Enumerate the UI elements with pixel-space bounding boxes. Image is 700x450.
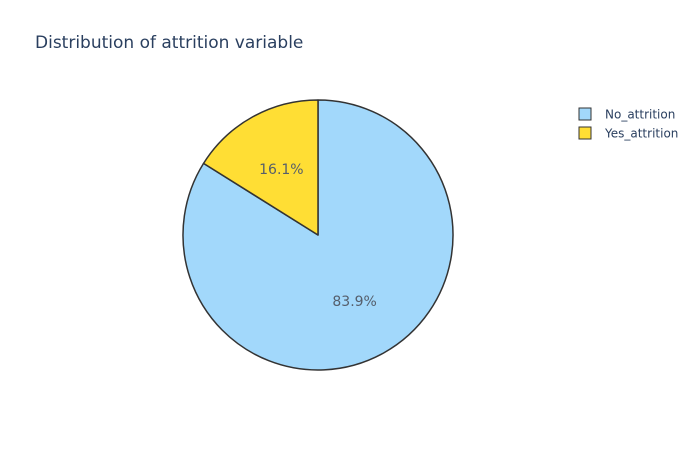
pie-slices <box>182 99 454 371</box>
legend-label: No_attrition <box>605 108 675 122</box>
legend-swatch <box>578 107 592 121</box>
slice-label-yes-attrition: 16.1% <box>259 162 303 178</box>
slice-label-no-attrition: 83.9% <box>332 294 376 310</box>
chart-title: Distribution of attrition variable <box>35 33 304 53</box>
legend-item-yes-attrition[interactable]: Yes_attrition <box>578 126 678 141</box>
legend-item-no-attrition[interactable]: No_attrition <box>578 107 675 122</box>
legend-label: Yes_attrition <box>604 127 678 141</box>
legend: No_attrition Yes_attrition <box>578 107 678 141</box>
pie-slice-yes-attrition[interactable] <box>202 99 319 236</box>
legend-swatch <box>578 126 592 140</box>
slice-labels: 83.9% 16.1% <box>259 162 377 310</box>
